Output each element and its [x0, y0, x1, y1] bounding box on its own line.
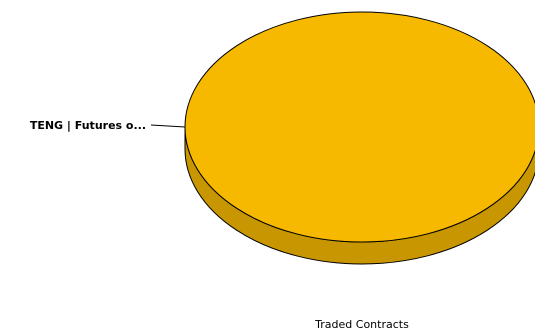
pie-slice-0 [184, 11, 535, 243]
slice-label: TENG | Futures o... [30, 119, 146, 132]
pie-layer [184, 11, 535, 265]
chart-caption: Traded Contracts [314, 318, 409, 331]
slice-leader-line [150, 124, 186, 128]
